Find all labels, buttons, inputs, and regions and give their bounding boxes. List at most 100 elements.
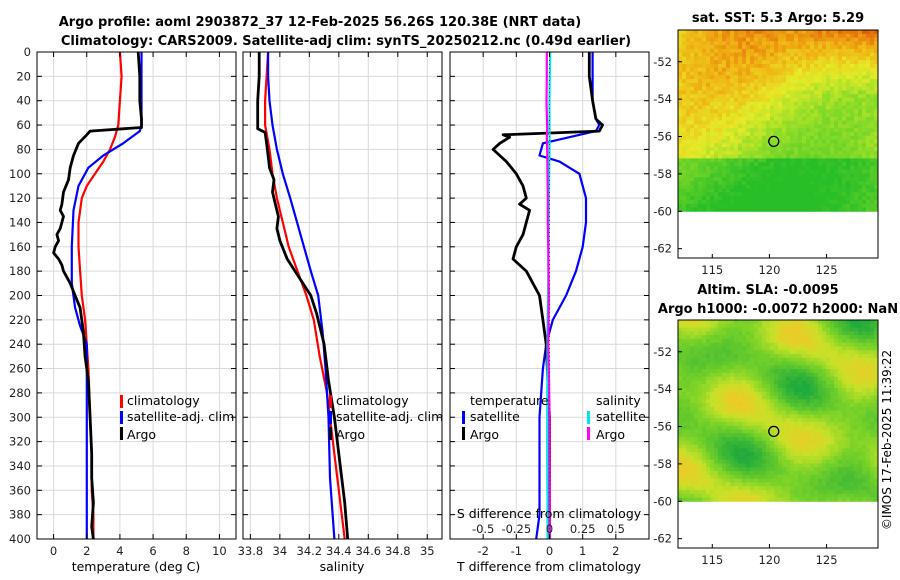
map-cell (874, 444, 879, 449)
map-cell (690, 45, 695, 50)
map-cell (694, 471, 699, 476)
map-cell (874, 478, 879, 483)
map-cell (702, 471, 707, 476)
map-cell (826, 350, 831, 355)
map-cell (746, 376, 751, 381)
map-cell (766, 467, 771, 472)
map-cell (842, 143, 847, 148)
map-cell (854, 63, 859, 69)
map-cell (702, 150, 707, 156)
map-cell (730, 30, 735, 35)
map-cell (862, 139, 867, 144)
map-cell (782, 418, 787, 423)
map-cell (698, 391, 703, 397)
map-cell (850, 192, 855, 197)
map-cell (830, 67, 835, 73)
map-cell (846, 173, 851, 178)
map-cell (734, 365, 739, 370)
map-cell (738, 418, 743, 423)
map-cell (774, 425, 779, 431)
map-cell (798, 128, 803, 133)
map-cell (826, 192, 831, 197)
map-cell (746, 365, 751, 370)
map-cell (754, 395, 759, 400)
map-cell (678, 33, 683, 39)
map-cell (838, 30, 843, 35)
map-cell (718, 478, 723, 483)
map-cell (798, 113, 803, 118)
map-cell (870, 467, 875, 472)
map-cell (774, 188, 779, 193)
map-cell (834, 143, 839, 148)
map-cell (874, 452, 879, 457)
map-cell (730, 158, 735, 163)
map-cell (770, 188, 775, 193)
map-cell (802, 429, 807, 434)
map-cell (822, 75, 827, 80)
map-cell (678, 459, 683, 465)
map-cell (742, 184, 747, 190)
map-cell (742, 124, 747, 129)
map-cell (726, 448, 731, 453)
map-cell (862, 471, 867, 476)
map-cell (814, 467, 819, 472)
map-cell (778, 387, 783, 393)
map-cell (774, 331, 779, 336)
map-cell (682, 67, 687, 73)
map-cell (842, 452, 847, 457)
map-cell (798, 482, 803, 487)
map-cell (870, 45, 875, 50)
map-cell (762, 482, 767, 487)
map-cell (702, 86, 707, 91)
map-cell (730, 177, 735, 182)
map-cell (678, 365, 683, 370)
map-cell (814, 474, 819, 480)
map-cell (782, 346, 787, 351)
map-cell (826, 60, 831, 65)
map-cell (730, 444, 735, 449)
map-cell (694, 143, 699, 148)
map-cell (774, 41, 779, 46)
map-cell (870, 207, 875, 212)
map-cell (846, 414, 851, 419)
map-cell (850, 203, 855, 209)
map-cell (710, 33, 715, 39)
map-cell (782, 109, 787, 114)
map-cell (766, 162, 771, 167)
map-cell (806, 181, 811, 186)
map-cell (770, 33, 775, 39)
map-cell (770, 184, 775, 190)
map-cell (814, 154, 819, 159)
map-cell (710, 116, 715, 122)
map-cell (798, 192, 803, 197)
map-cell (774, 323, 779, 329)
map-cell (778, 376, 783, 381)
map-cell (802, 482, 807, 487)
map-cell (802, 139, 807, 144)
map-cell (730, 376, 735, 381)
map-cell (718, 452, 723, 457)
map-cell (802, 338, 807, 344)
map-cell (818, 101, 823, 107)
map-cell (790, 75, 795, 80)
map-cell (690, 486, 695, 491)
series-line-t-argo (491, 52, 604, 539)
map-cell (866, 361, 871, 366)
map-cell (686, 79, 691, 84)
map-cell (698, 433, 703, 438)
map-cell (754, 418, 759, 423)
map-cell (814, 75, 819, 80)
legend-title-temperature: temperature (470, 393, 549, 408)
map-cell (682, 380, 687, 385)
map-cell (806, 94, 811, 99)
map-cell (770, 474, 775, 480)
map-cell (826, 474, 831, 480)
map-cell (730, 116, 735, 122)
map-cell (778, 353, 783, 359)
map-cell (766, 384, 771, 389)
map-cell (774, 154, 779, 159)
map-cell (702, 169, 707, 175)
map-cell (794, 203, 799, 209)
map-cell (838, 403, 843, 408)
map-cell (870, 150, 875, 156)
